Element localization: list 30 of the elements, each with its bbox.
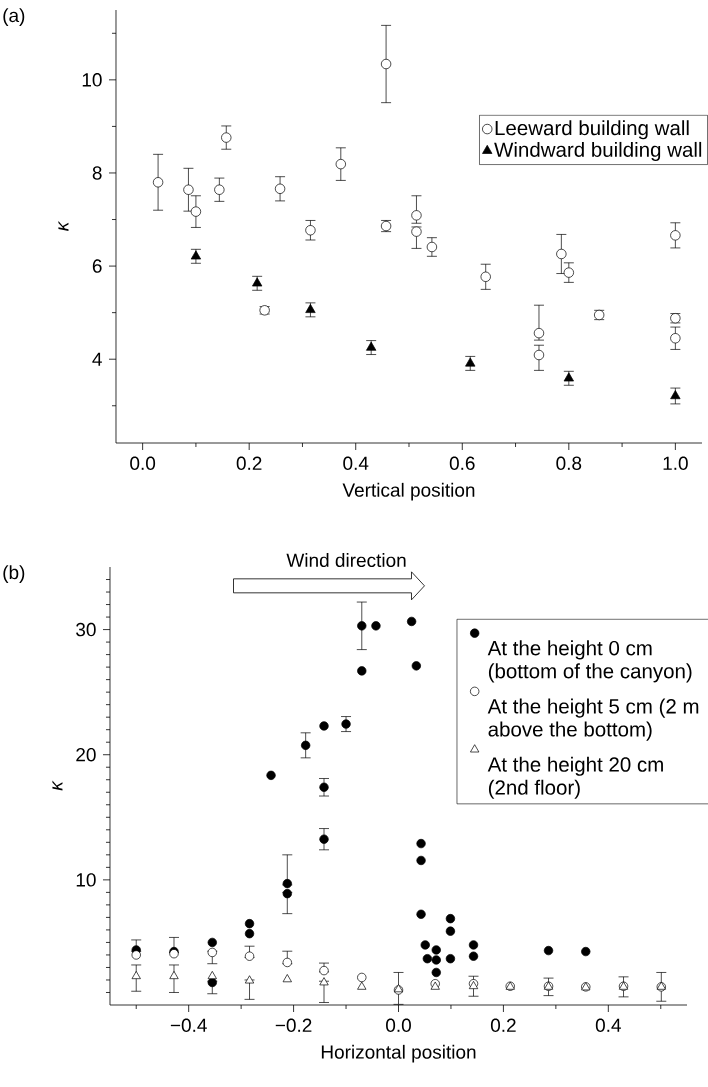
legend-label: At the height 20 cm (2nd floor): [487, 756, 663, 799]
x-tick-label: −0.4: [170, 1018, 207, 1032]
legend-label: At the height 0 cm (bottom of the canyon): [487, 640, 692, 683]
chart-title: (b): [3, 565, 25, 583]
y-tick-label: 10: [82, 73, 102, 87]
x-tick-label: −0.2: [275, 1018, 312, 1032]
x-tick-label: 0.0: [130, 456, 156, 470]
y-tick-label: 4: [92, 352, 102, 366]
y-tick-label: 6: [92, 259, 102, 273]
x-tick-label: 0.6: [449, 456, 475, 470]
x-tick-label: 0.2: [236, 456, 262, 470]
x-axis-title: Horizontal position: [321, 1044, 476, 1063]
legend-label: At the height 5 cm (2 m above the bottom): [487, 698, 699, 741]
y-tick-label: 20: [76, 747, 96, 762]
x-axis-title: Vertical position: [342, 482, 475, 501]
legend-label: Leeward building wall: [495, 120, 689, 140]
x-tick-label: 0.8: [556, 456, 582, 470]
legend-label: Windward building wall: [494, 141, 702, 162]
annotation: Wind direction: [286, 553, 406, 568]
x-tick-label: 0.4: [595, 1018, 621, 1032]
x-tick-label: 0.0: [386, 1018, 411, 1032]
x-tick-label: 0.4: [343, 456, 369, 470]
y-tick-label: 8: [92, 166, 102, 180]
x-tick-label: 1.0: [663, 456, 688, 470]
y-tick-label: 10: [76, 873, 96, 887]
y-tick-label: 30: [76, 622, 96, 637]
x-tick-label: 0.2: [490, 1018, 516, 1032]
y-axis-title: κ: [58, 220, 69, 231]
chart-title: (a): [3, 8, 25, 26]
y-axis-title: κ: [52, 780, 63, 791]
